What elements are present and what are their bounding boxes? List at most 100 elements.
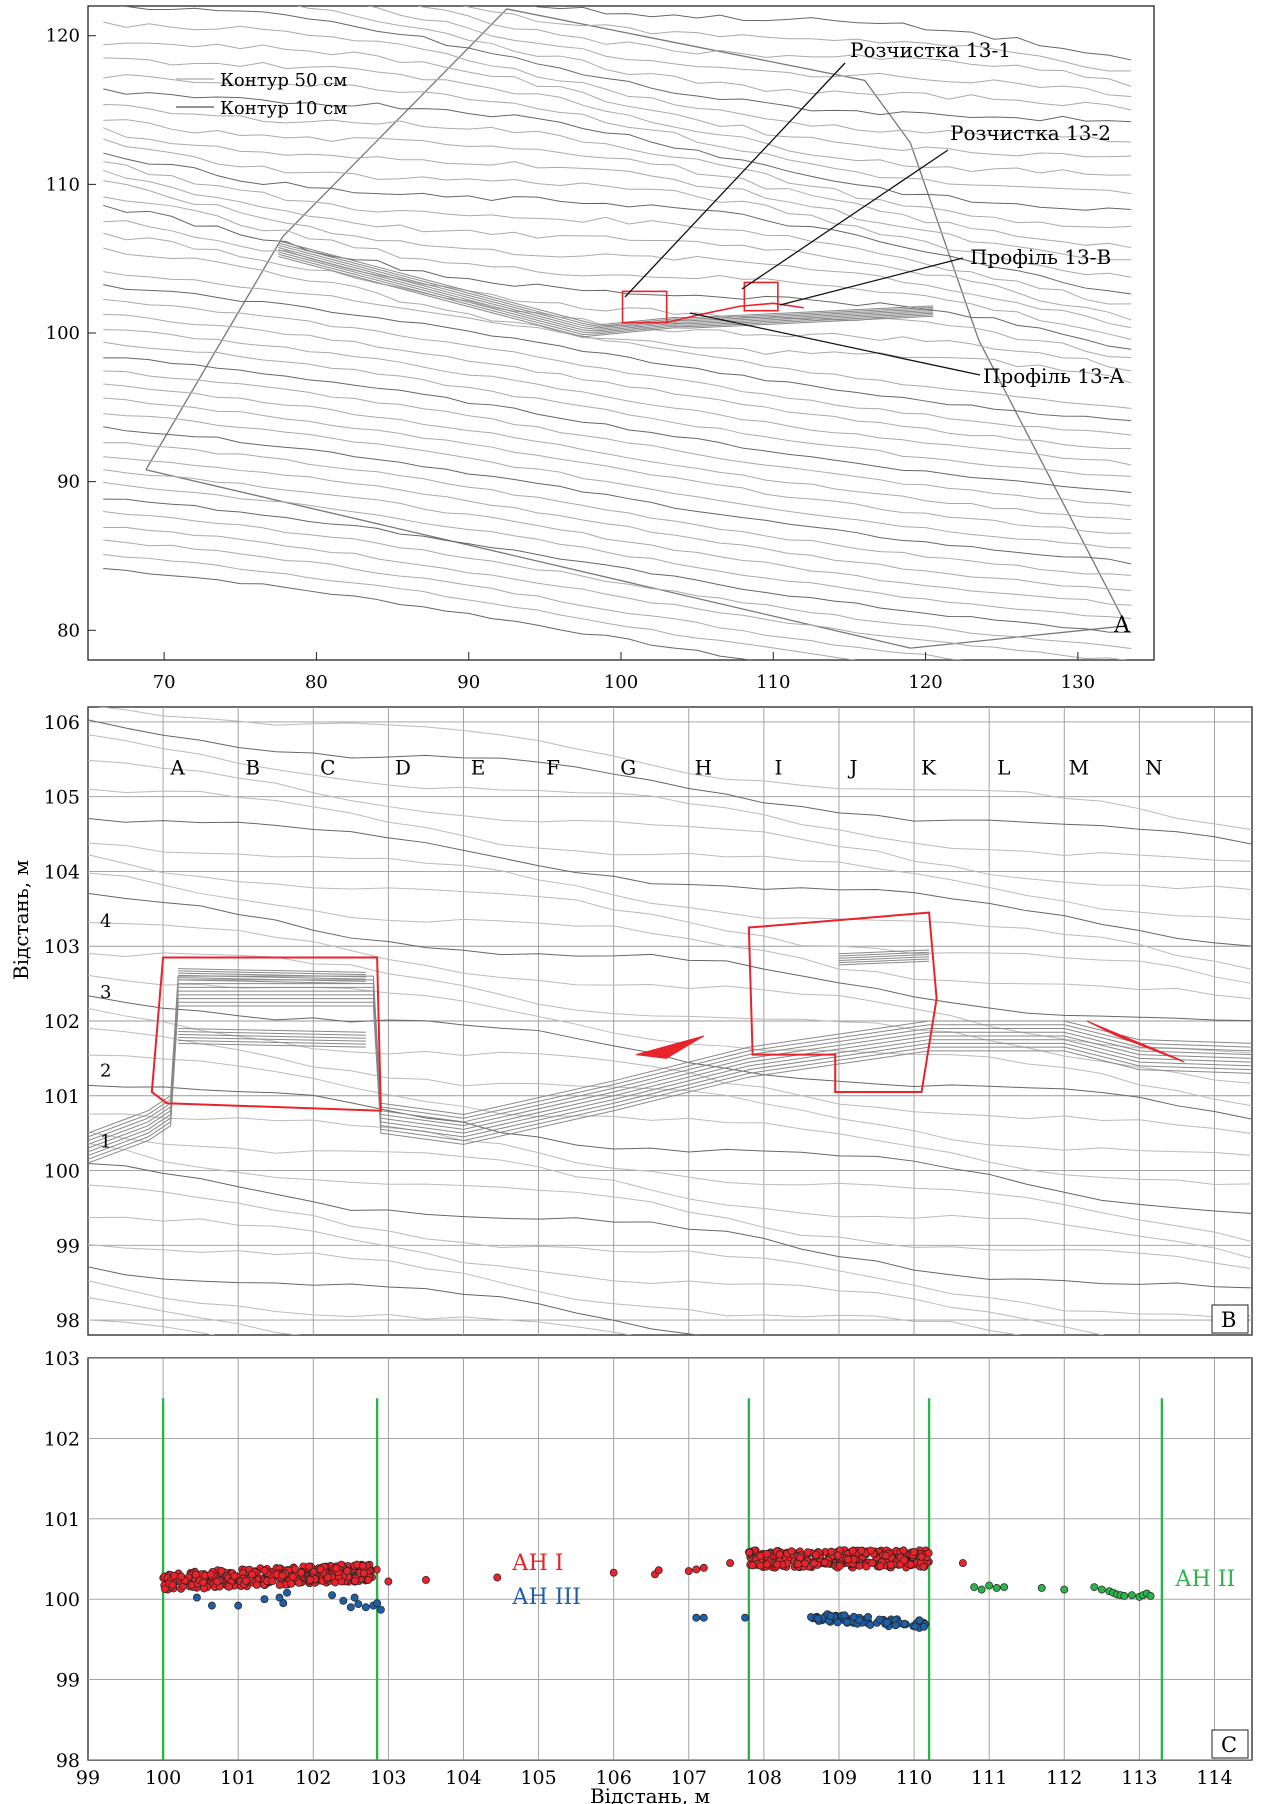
b-excav-line	[838, 949, 930, 955]
panel-b-layer-labels: 1 2 3 4	[100, 911, 111, 1153]
a-x-tick-label: 120	[908, 672, 942, 693]
panel-c-frame	[87, 1357, 1253, 1761]
c-x-tick-label: 99	[76, 1767, 100, 1789]
b-excav-line	[178, 968, 366, 973]
b-excav-line	[178, 1042, 366, 1048]
c-y-tick-label: 98	[56, 1750, 80, 1772]
ah1-point	[866, 1546, 875, 1555]
b-y-tick-label: 104	[44, 861, 80, 883]
c-x-tick-label: 111	[971, 1767, 1007, 1789]
b-contour-line	[88, 1297, 302, 1335]
b-column-label: B	[245, 755, 260, 779]
ah3-point	[346, 1603, 355, 1612]
ah1-point	[876, 1562, 885, 1571]
b-y-tick-label: 106	[44, 712, 80, 734]
contour-line	[103, 329, 1132, 466]
ah1-point	[748, 1561, 757, 1570]
panel-a-tag: A	[1113, 613, 1131, 638]
ah1-point	[493, 1573, 502, 1582]
ah1-point	[745, 1548, 754, 1557]
c-x-tick-label: 104	[445, 1767, 481, 1789]
contour-line	[116, 6, 1132, 123]
site-boundary	[145, 8, 1128, 649]
ah3-point	[866, 1621, 875, 1629]
contour-line	[103, 481, 1132, 619]
contour-line	[103, 397, 1132, 534]
b-column-label: A	[169, 755, 185, 779]
ah1-point	[609, 1568, 618, 1577]
a-x-tick-label: 90	[457, 672, 480, 693]
contour-line	[103, 469, 1132, 606]
a-y-tick-label: 100	[46, 323, 80, 344]
ah2-point	[1127, 1591, 1136, 1600]
ah3-point	[361, 1603, 370, 1612]
contour-line	[103, 247, 1132, 384]
panel-a-annotations	[624, 62, 981, 376]
b-column-label: E	[471, 755, 486, 779]
b-contour-line	[88, 1131, 1252, 1259]
b-contour-line	[96, 707, 1252, 831]
b-contour-line	[88, 1216, 1106, 1335]
annotation-profile-13-a: Профіль 13-A	[983, 364, 1124, 388]
ah1-point	[287, 1579, 296, 1588]
ah1-point	[306, 1575, 315, 1584]
ah1-point	[810, 1559, 818, 1568]
c-x-tick-label: 102	[295, 1767, 331, 1789]
ah1-point	[170, 1571, 179, 1580]
contour-line	[103, 103, 1132, 229]
b-y-tick-label: 105	[44, 787, 80, 809]
b-contour-line	[88, 854, 1252, 984]
ah1-point	[225, 1582, 233, 1591]
contour-band-line	[278, 242, 934, 327]
ah3-point	[279, 1599, 288, 1608]
ah3-point	[814, 1614, 823, 1623]
ah1-point	[881, 1551, 890, 1560]
contour-line	[296, 6, 1132, 111]
panel-a-legend: Контур 50 см Контур 10 см	[176, 70, 347, 119]
b-contour-line	[88, 892, 1252, 1022]
ah3-point	[699, 1613, 708, 1622]
b-excav-line	[178, 974, 366, 980]
contour-line	[103, 21, 1132, 143]
contour-band-line	[278, 240, 934, 326]
ah3-point	[842, 1618, 851, 1627]
ah1-point	[910, 1547, 918, 1556]
ah1-point	[756, 1552, 765, 1561]
b-column-label: L	[997, 755, 1010, 779]
contour-line	[103, 271, 1132, 409]
ah3-point	[350, 1593, 359, 1602]
ah1-point	[906, 1560, 915, 1569]
ah1-point	[762, 1549, 771, 1558]
b-contour-line	[88, 1184, 1252, 1318]
ah1-point	[297, 1568, 306, 1577]
c-x-tick-label: 114	[1196, 1767, 1232, 1789]
b-contour-line	[88, 1142, 1252, 1270]
contour-line	[103, 456, 1132, 591]
ah1-point	[288, 1572, 297, 1581]
contour-line	[103, 383, 1132, 521]
contour-line	[532, 6, 1132, 61]
b-contour-line	[88, 719, 1252, 845]
ah3-point	[826, 1611, 835, 1620]
b-y-tick-label: 102	[44, 1011, 80, 1033]
ah1-point	[248, 1570, 256, 1579]
panel-a: 70 80 90 100 110 120 130 80 90 100 110 120 Контур 5…	[46, 5, 1155, 693]
ah1-point	[684, 1567, 693, 1576]
panel-c-plot	[88, 1358, 1252, 1760]
a-x-tick-label: 70	[153, 672, 176, 693]
ah2-point	[985, 1581, 994, 1590]
legend-label-10cm: Контур 10 см	[220, 98, 347, 119]
contour-line	[103, 526, 1128, 660]
b-column-label: J	[848, 755, 858, 779]
contour-line	[103, 57, 1132, 176]
ah1-point	[654, 1566, 663, 1575]
contour-line	[103, 298, 1132, 436]
b-contour-line	[88, 1113, 1252, 1243]
ah1-point	[868, 1559, 877, 1568]
c-x-tick-label: 101	[220, 1767, 256, 1789]
b-excav-line	[178, 972, 366, 978]
b-excav-line	[178, 1036, 366, 1042]
ah1-point	[359, 1569, 368, 1578]
ah1-point	[919, 1562, 928, 1571]
